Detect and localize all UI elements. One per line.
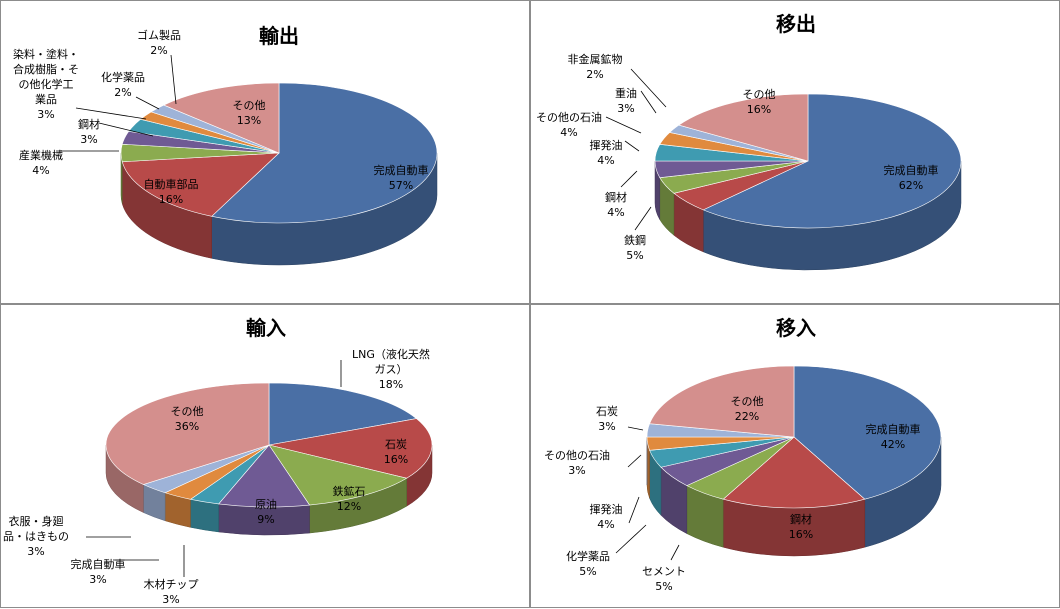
slice-label-0: 完成自動車 42% bbox=[866, 422, 921, 451]
pie-chart-import: 輸入 LNG（液化天然ガス） 18% 石炭 16% 鉄鉱石 12% 原油 9% 木材チップ 3% 完成… bbox=[3, 316, 433, 606]
slice-label-7: その他 16% bbox=[743, 88, 776, 116]
leader-line bbox=[75, 107, 147, 120]
leader-line bbox=[605, 116, 642, 134]
chart-panel-import: 輸入 LNG（液化天然ガス） 18% 石炭 16% 鉄鉱石 12% 原油 9% 木材チップ 3% 完成… bbox=[0, 304, 530, 608]
chart-panel-outbound: 移出完成自動車 62% 鉄鋼 5% 鋼材 4% 揮発油 4% その他の石油 4% 重油 3% 非金属鉱物… bbox=[530, 0, 1060, 304]
chart-panel-export: 輸出完成自動車 57% 自動車部品 16% 産業機械 4% 鋼材 3% 染料・塗料・合成樹脂・そ… bbox=[0, 0, 530, 304]
slice-label-5: その他の石油 3% bbox=[544, 448, 610, 477]
leader-line bbox=[670, 544, 680, 561]
slice-label-3: 化学薬品 5% bbox=[566, 549, 610, 578]
slice-label-1: 自動車部品 16% bbox=[144, 177, 199, 206]
pie-slice-0 bbox=[268, 382, 418, 446]
chart-title: 移入 bbox=[776, 316, 816, 340]
pie-slice-7 bbox=[105, 382, 270, 485]
slice-label-7: その他 13% bbox=[233, 99, 266, 127]
leader-line bbox=[627, 454, 642, 468]
slice-label-3: 鋼材 3% bbox=[78, 117, 100, 146]
pie-slice-1 bbox=[268, 418, 433, 479]
leader-line bbox=[624, 140, 640, 152]
slice-label-5: 重油 3% bbox=[615, 86, 637, 115]
slice-label-6: 石炭 3% bbox=[596, 405, 618, 433]
slice-label-1: 石炭 16% bbox=[384, 438, 408, 466]
slice-label-7: その他 22% bbox=[731, 395, 764, 423]
leader-line bbox=[170, 54, 177, 105]
slice-label-5: 完成自動車 3% bbox=[71, 557, 126, 586]
leader-line bbox=[98, 122, 154, 137]
leader-line bbox=[630, 68, 667, 108]
slice-label-5: 化学薬品 2% bbox=[101, 70, 145, 99]
slice-label-2: 鉄鉱石 12% bbox=[333, 484, 366, 513]
slice-label-4: その他の石油 4% bbox=[536, 110, 602, 139]
pie-slice-7 bbox=[649, 365, 795, 438]
slice-label-3: 原油 9% bbox=[255, 497, 277, 526]
leader-line bbox=[640, 90, 657, 114]
slice-label-3: 揮発油 4% bbox=[590, 138, 623, 167]
slice-label-6: ゴム製品 2% bbox=[137, 28, 181, 57]
leader-line bbox=[634, 206, 652, 231]
pie-slice-1 bbox=[722, 436, 866, 509]
chart-panel-inbound: 移入完成自動車 42% 鋼材 16% セメント 5% 化学薬品 5% 揮発油 4% その他の石油 3%… bbox=[530, 304, 1060, 608]
leader-line bbox=[615, 524, 647, 554]
chart-title: 輸入 bbox=[246, 316, 286, 340]
slice-label-2: セメント 5% bbox=[642, 565, 686, 593]
slice-label-6: 衣服・身廻品・はきもの 3% bbox=[3, 514, 69, 558]
chart-title: 移出 bbox=[776, 12, 816, 36]
pie-slice-1 bbox=[121, 152, 280, 217]
slice-label-4: 木材チップ 3% bbox=[144, 577, 199, 606]
pie-slice-2 bbox=[268, 444, 408, 506]
slice-label-4: 揮発油 4% bbox=[590, 502, 623, 531]
slice-label-0: 完成自動車 62% bbox=[884, 163, 939, 192]
slice-label-0: LNG（液化天然ガス） 18% bbox=[352, 347, 430, 391]
pie-slice-0 bbox=[211, 82, 438, 224]
leader-line bbox=[135, 96, 160, 110]
slice-label-4: 染料・塗料・合成樹脂・その他化学工業品 3% bbox=[13, 47, 79, 121]
pie-slice-7 bbox=[163, 82, 280, 154]
pie-side-4 bbox=[190, 499, 219, 533]
leader-line bbox=[628, 496, 640, 524]
leader-line bbox=[627, 426, 644, 431]
slice-label-0: 完成自動車 57% bbox=[374, 163, 429, 192]
pie-slice-0 bbox=[793, 365, 942, 500]
pie-slice-7 bbox=[678, 93, 809, 162]
chart-title: 輸出 bbox=[259, 24, 299, 48]
slice-label-7: その他 36% bbox=[171, 405, 204, 433]
slice-label-2: 産業機械 4% bbox=[19, 148, 63, 177]
pie-slice-3 bbox=[218, 444, 311, 508]
slice-label-2: 鋼材 4% bbox=[605, 190, 627, 219]
leader-line bbox=[620, 170, 638, 188]
slice-label-6: 非金属鉱物 2% bbox=[568, 52, 623, 81]
pie-slice-0 bbox=[702, 93, 962, 229]
slice-label-1: 鉄鋼 5% bbox=[624, 233, 646, 262]
slice-label-1: 鋼材 16% bbox=[789, 512, 813, 541]
